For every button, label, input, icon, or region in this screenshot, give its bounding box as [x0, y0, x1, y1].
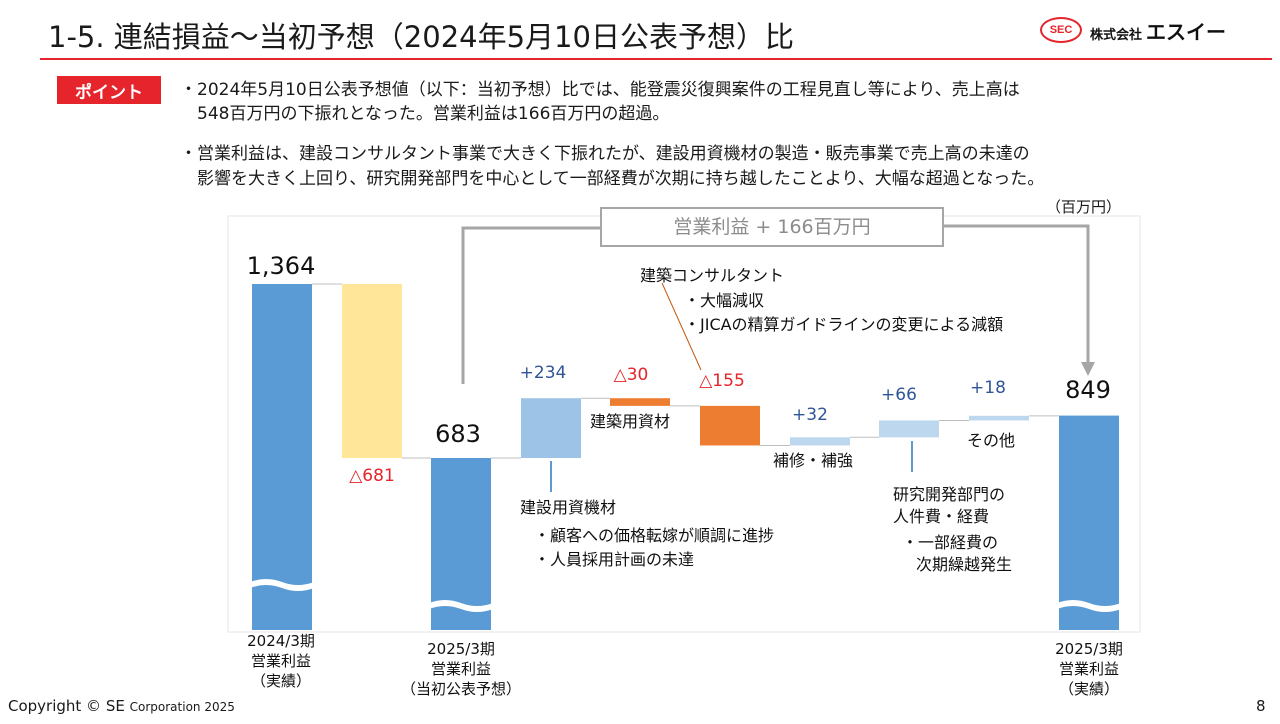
bar-3 — [521, 398, 581, 458]
category-label-7-1: 人件費・経費 — [893, 507, 989, 526]
category-label-4-0: 建築用資材 — [590, 412, 670, 431]
value-label-7: +66 — [881, 385, 917, 405]
axis-break-2 — [429, 600, 493, 612]
page-number: 8 — [1256, 697, 1266, 715]
category-label-7-0: 研究開発部門の — [893, 485, 1005, 504]
category-label-5-0: 建築コンサルタント — [640, 266, 784, 285]
axis-break-0 — [250, 579, 314, 591]
category-label-0-0: 2024/3期 — [247, 632, 315, 650]
category-label-2-0: 2025/3期 — [427, 640, 495, 658]
category-label-6-0: 補修・補強 — [773, 451, 853, 470]
annotation-rd-1: 次期繰越発生 — [916, 555, 1012, 574]
callout-arrow-head — [1081, 362, 1095, 376]
bar-1 — [342, 284, 402, 458]
value-label-6: +32 — [792, 405, 828, 425]
pointer-consulting — [661, 282, 702, 371]
annotation-rd-0: ・一部経費の — [902, 533, 998, 552]
bar-5 — [700, 405, 760, 446]
bar-4 — [610, 398, 670, 406]
logo-seal-icon: SEC — [1040, 17, 1082, 43]
annotation-equipment-1: ・人員採用計画の未達 — [534, 550, 694, 569]
footer-copyright: Copyright © SE Corporation 2025 — [8, 697, 235, 715]
category-label-9-2: （実績） — [1059, 680, 1119, 698]
annotation-consulting-1: ・JICAの精算ガイドラインの変更による減額 — [684, 315, 1003, 334]
value-label-9: 849 — [1065, 376, 1111, 404]
value-label-4: △30 — [614, 365, 649, 385]
category-label-2-1: 営業利益 — [431, 660, 491, 678]
point-bullet-1-line-1: ・2024年5月10日公表予想値（以下：当初予想）比では、能登震災復興案件の工程… — [180, 80, 1020, 100]
bar-7 — [879, 420, 939, 438]
callout-box — [600, 207, 944, 247]
category-label-9-1: 営業利益 — [1059, 660, 1119, 678]
callout-bracket-right — [944, 224, 1090, 364]
callout-text: 営業利益 + 166百万円 — [673, 216, 870, 238]
callout-bracket-left — [461, 226, 600, 384]
bar-8 — [969, 415, 1029, 421]
category-label-8-0: その他 — [967, 431, 1015, 450]
annotation-consulting-0: ・大幅減収 — [684, 291, 764, 310]
value-label-3: +234 — [520, 363, 567, 383]
value-label-0: 1,364 — [247, 252, 316, 280]
category-label-0-2: （実績） — [251, 672, 311, 690]
point-bullet-1-line-2: 548百万円の下振れとなった。営業利益は166百万円の超過。 — [197, 104, 670, 124]
category-label-9-0: 2025/3期 — [1055, 640, 1123, 658]
logo-wordmark: 株式会社 エスイー — [1090, 16, 1226, 45]
point-bullet-2-line-1: ・営業利益は、建設コンサルタント事業で大きく下振れたが、建設用資機材の製造・販売… — [180, 144, 1030, 164]
value-label-1: △681 — [349, 466, 395, 486]
axis-break-9 — [1057, 600, 1121, 612]
point-badge: ポイント — [57, 76, 161, 104]
logo-company-type: 株式会社 — [1090, 27, 1143, 43]
category-label-2-2: （当初公表予想） — [401, 680, 521, 698]
point-bullet-2-line-2: 影響を大きく上回り、研究開発部門を中心として一部経費が次期に持ち越したことより、… — [197, 169, 1045, 189]
logo-company-name: エスイー — [1146, 19, 1227, 44]
bar-0 — [252, 284, 312, 630]
bar-6 — [790, 437, 850, 446]
page-title: 1-5. 連結損益～当初予想（2024年5月10日公表予想）比 — [48, 20, 794, 54]
value-label-2: 683 — [435, 420, 481, 448]
value-label-5: △155 — [699, 371, 745, 391]
annotation-equipment-0: ・顧客への価格転嫁が順調に進捗 — [534, 526, 774, 545]
category-label-0-1: 営業利益 — [251, 652, 311, 670]
chart-unit-label: （百万円） — [1046, 198, 1122, 216]
copyright-corporation: Corporation 2025 — [129, 700, 235, 714]
title-divider — [40, 58, 1272, 60]
bar-9 — [1059, 415, 1119, 630]
copyright-text: Copyright © SE — [8, 697, 125, 715]
category-label-3-0: 建設用資機材 — [520, 498, 616, 517]
company-logo: SEC 株式会社 エスイー — [1040, 16, 1226, 44]
value-label-8: +18 — [970, 378, 1006, 398]
